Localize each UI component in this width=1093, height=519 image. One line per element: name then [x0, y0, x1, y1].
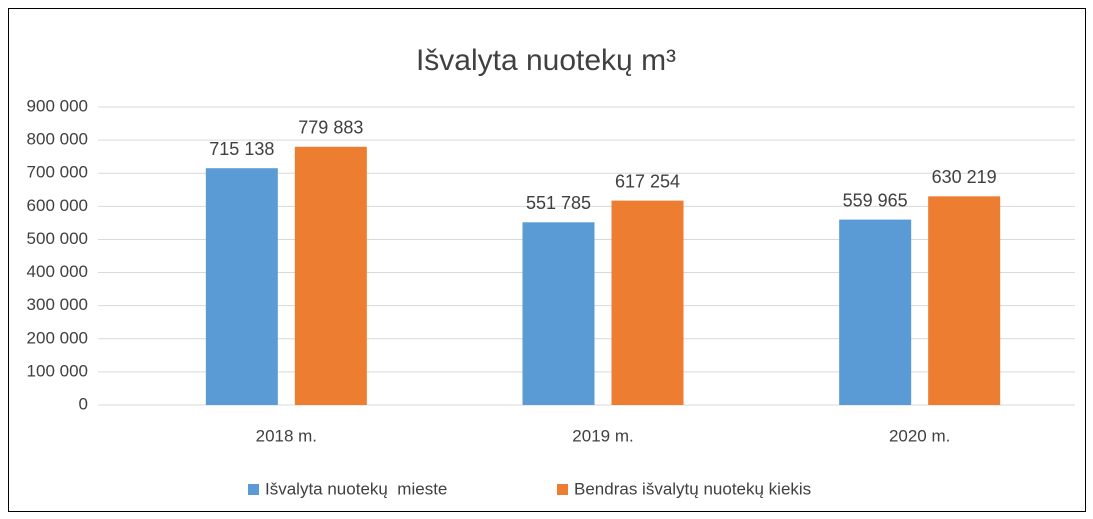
- legend-label: Bendras išvalytų nuotekų kiekis: [574, 479, 811, 498]
- chart-title: Išvalyta nuotekų m³: [416, 44, 676, 77]
- x-tick-label: 2019 m.: [572, 426, 633, 445]
- y-tick-label: 200 000: [27, 328, 88, 347]
- bar: [294, 146, 367, 405]
- legend-swatch: [557, 484, 568, 495]
- bar: [205, 168, 278, 405]
- legend-label: Išvalyta nuotekų mieste: [265, 479, 447, 498]
- data-label: 715 138: [209, 139, 274, 159]
- y-tick-label: 500 000: [27, 229, 88, 248]
- data-label: 617 254: [615, 171, 680, 191]
- y-tick-label: 700 000: [27, 163, 88, 182]
- y-tick-label: 800 000: [27, 130, 88, 149]
- y-tick-label: 100 000: [27, 361, 88, 380]
- y-tick-label: 600 000: [27, 196, 88, 215]
- x-tick-label: 2018 m.: [256, 426, 317, 445]
- data-label: 559 965: [843, 190, 908, 210]
- bar: [611, 200, 684, 405]
- y-tick-label: 300 000: [27, 295, 88, 314]
- y-tick-label: 400 000: [27, 262, 88, 281]
- y-tick-label: 0: [79, 394, 88, 413]
- data-label: 779 883: [298, 118, 363, 138]
- data-label: 551 785: [526, 193, 591, 213]
- x-tick-label: 2020 m.: [889, 426, 950, 445]
- data-label: 630 219: [932, 167, 997, 187]
- legend-swatch: [248, 484, 259, 495]
- bar: [839, 219, 912, 405]
- bar: [522, 222, 595, 405]
- bar: [928, 196, 1001, 405]
- y-tick-label: 900 000: [27, 96, 88, 115]
